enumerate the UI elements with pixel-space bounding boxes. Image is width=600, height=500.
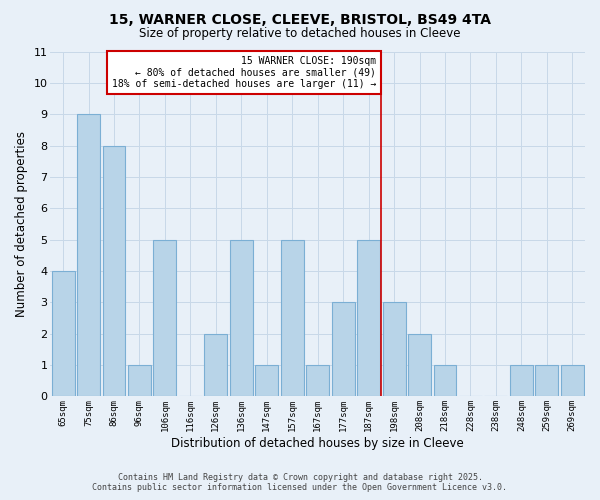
Y-axis label: Number of detached properties: Number of detached properties (15, 131, 28, 317)
Text: Contains HM Land Registry data © Crown copyright and database right 2025.
Contai: Contains HM Land Registry data © Crown c… (92, 473, 508, 492)
Bar (281, 240, 304, 396)
Bar (535, 365, 558, 396)
Bar (383, 302, 406, 396)
Text: Size of property relative to detached houses in Cleeve: Size of property relative to detached ho… (139, 28, 461, 40)
Text: 15, WARNER CLOSE, CLEEVE, BRISTOL, BS49 4TA: 15, WARNER CLOSE, CLEEVE, BRISTOL, BS49 … (109, 12, 491, 26)
Bar (510, 365, 533, 396)
Bar (77, 114, 100, 397)
Bar (357, 240, 380, 396)
Bar (306, 365, 329, 396)
Bar (52, 271, 74, 396)
Bar (205, 334, 227, 396)
Bar (230, 240, 253, 396)
Bar (408, 334, 431, 396)
Bar (332, 302, 355, 396)
Bar (154, 240, 176, 396)
X-axis label: Distribution of detached houses by size in Cleeve: Distribution of detached houses by size … (171, 437, 464, 450)
Bar (103, 146, 125, 396)
Bar (128, 365, 151, 396)
Text: 15 WARNER CLOSE: 190sqm
← 80% of detached houses are smaller (49)
18% of semi-de: 15 WARNER CLOSE: 190sqm ← 80% of detache… (112, 56, 376, 90)
Bar (255, 365, 278, 396)
Bar (561, 365, 584, 396)
Bar (434, 365, 457, 396)
